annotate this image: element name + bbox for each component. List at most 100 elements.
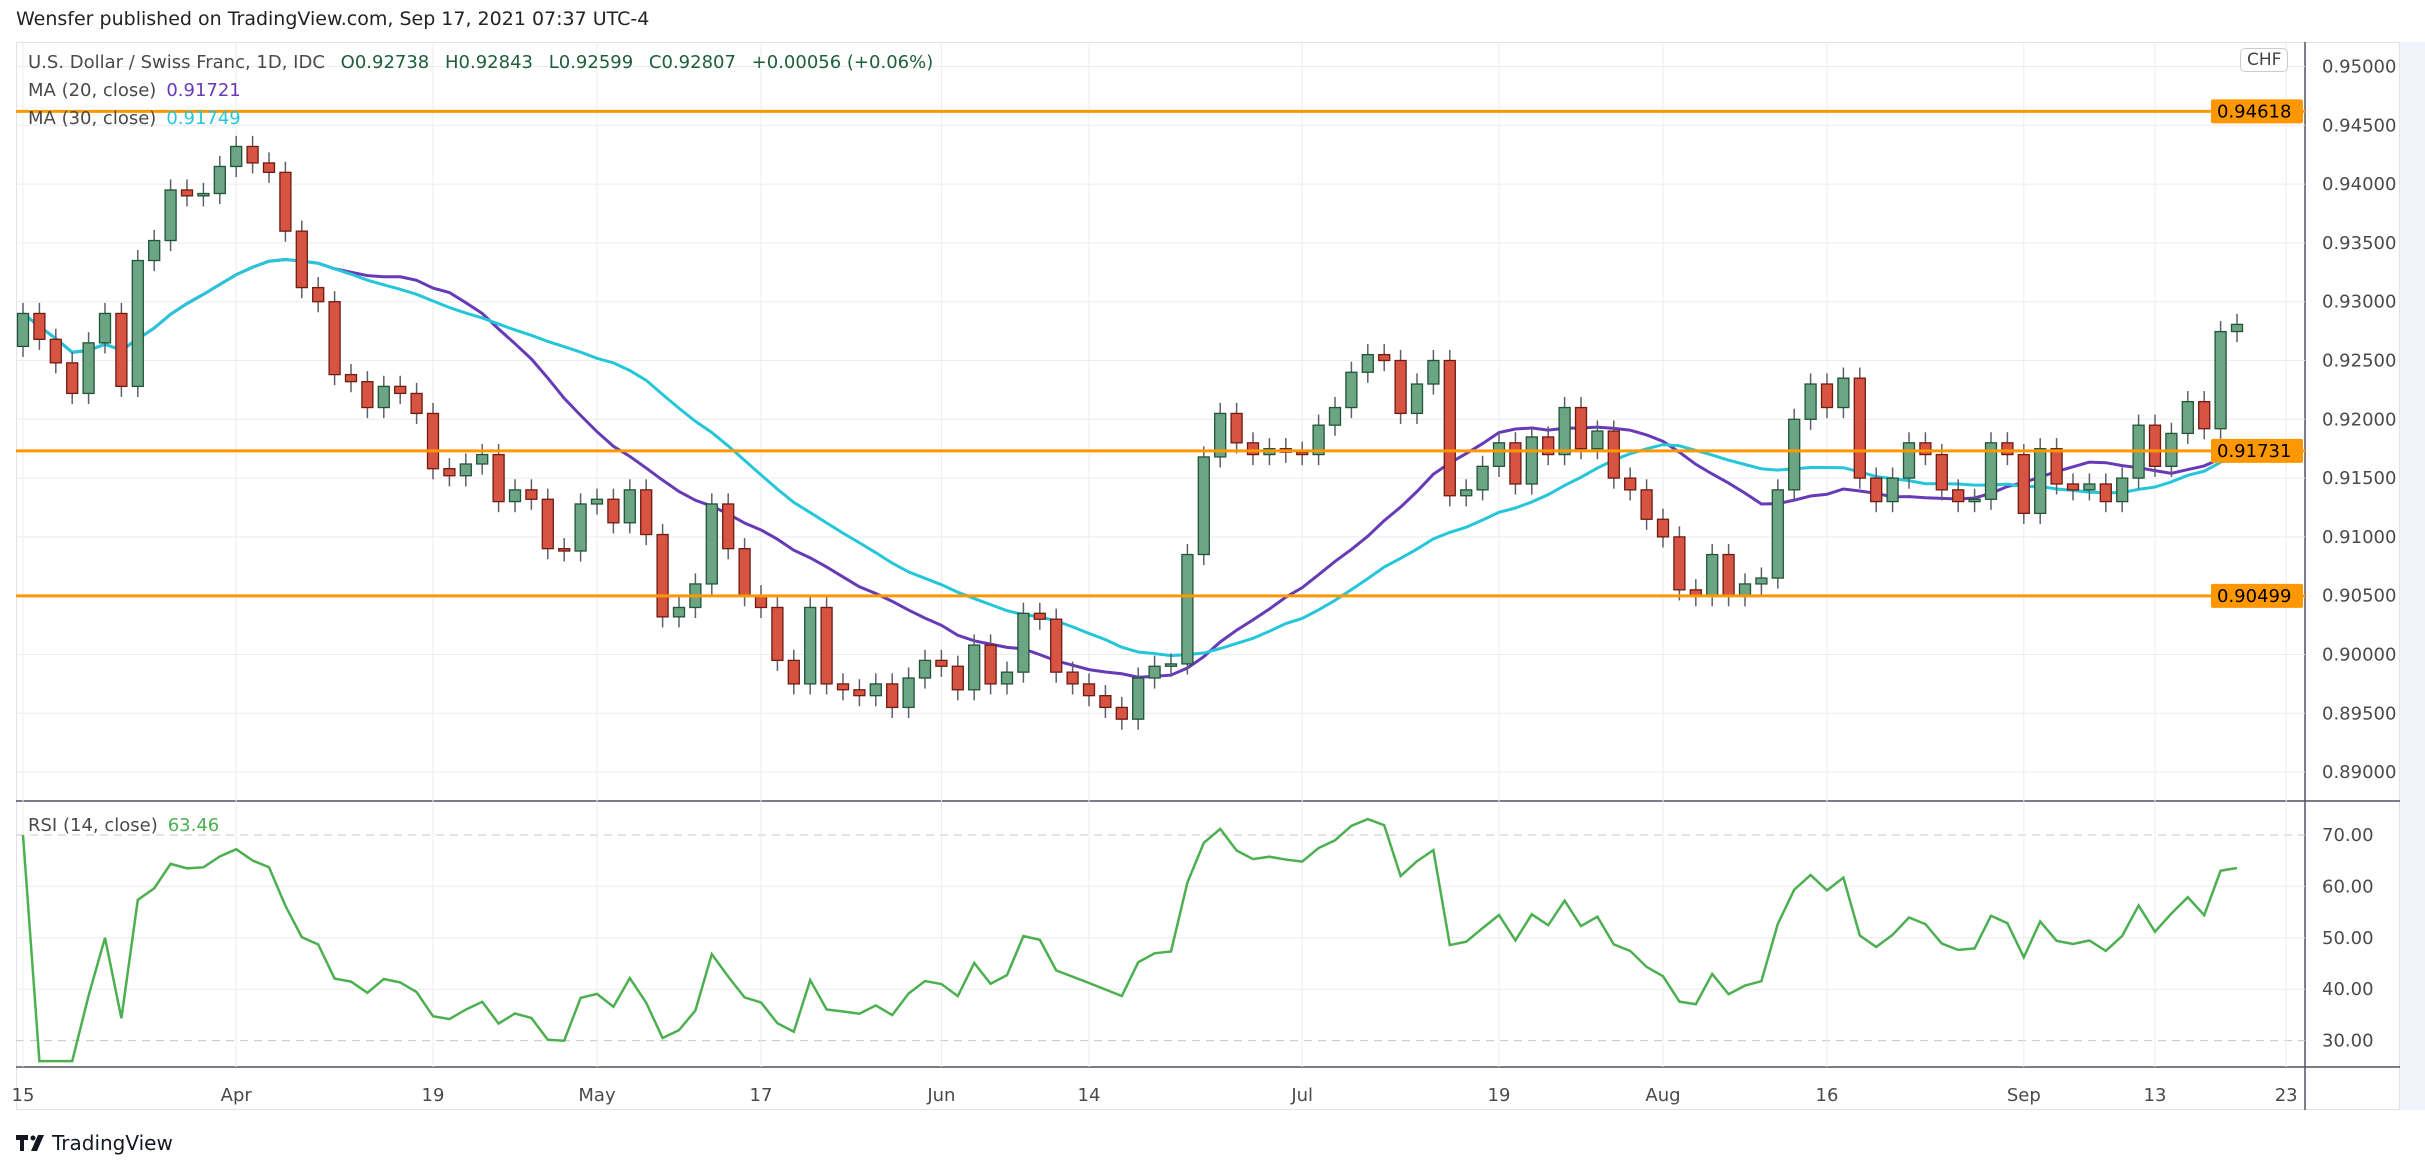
candle <box>1099 685 1112 719</box>
candle <box>1968 488 1981 513</box>
rsi-line <box>21 817 2238 1063</box>
candle-body <box>951 665 964 691</box>
candle-body <box>2198 401 2211 430</box>
candle-body <box>426 412 440 470</box>
candle-body <box>869 683 882 697</box>
candle-body <box>607 498 620 524</box>
candle <box>541 488 554 560</box>
low-value: L0.92599 <box>548 52 634 73</box>
candle <box>1443 349 1456 507</box>
candle <box>459 453 472 487</box>
close-value: C0.92807 <box>648 52 736 73</box>
candle-body <box>722 503 735 550</box>
candle <box>1755 567 1768 595</box>
candle-body <box>361 381 374 409</box>
candle <box>1115 696 1128 730</box>
candle-body <box>1099 695 1112 709</box>
time-tick-label: 16 <box>1816 1085 1839 1106</box>
time-tick-label: 19 <box>1488 1085 1511 1106</box>
candle <box>771 596 784 671</box>
candle <box>820 596 833 695</box>
candle <box>164 179 177 252</box>
level-price-label: 0.90499 <box>2217 586 2291 607</box>
tradingview-logo[interactable]: TradingView <box>16 1131 173 1155</box>
candle <box>2198 391 2211 440</box>
candle <box>1082 673 1096 707</box>
candle <box>2017 443 2030 524</box>
candle <box>1771 479 1784 589</box>
candle-body <box>2017 453 2030 515</box>
candle <box>344 364 358 393</box>
candle-body <box>148 239 161 262</box>
candle <box>1492 432 1506 477</box>
candle-body <box>1509 442 1522 485</box>
candle <box>968 634 981 701</box>
currency-label[interactable]: CHF <box>2240 48 2289 72</box>
candle-body <box>2083 483 2096 491</box>
candle <box>951 655 964 701</box>
rsi-tick-label: 50.00 <box>2322 928 2374 949</box>
candle <box>49 328 62 374</box>
candle-body <box>1706 553 1719 597</box>
ma20-legend[interactable]: MA (20, close) 0.91721 <box>28 80 251 101</box>
candle-body <box>984 644 997 685</box>
time-tick-label: Sep <box>2007 1085 2041 1106</box>
candle-body <box>1230 412 1243 444</box>
candle-body <box>1460 489 1473 497</box>
candle-body <box>262 162 276 173</box>
candle-body <box>2001 442 2014 456</box>
candle-body <box>1017 612 1030 673</box>
candle-body <box>1624 477 1637 491</box>
candle <box>246 135 259 174</box>
candle-body <box>853 689 866 697</box>
ma30-legend[interactable]: MA (30, close) 0.91749 <box>28 108 251 129</box>
rsi-label: RSI (14, close) <box>28 815 158 836</box>
price-tick-label: 0.92000 <box>2322 409 2396 430</box>
candle-body <box>590 498 604 505</box>
candle-body <box>1050 618 1063 673</box>
candle <box>2148 414 2162 477</box>
candle-body <box>230 145 243 168</box>
ma30-label: MA (30, close) <box>28 108 157 129</box>
candle <box>361 371 374 419</box>
candle-body <box>1394 359 1407 415</box>
candle-body <box>1115 706 1128 720</box>
level-price-label: 0.94618 <box>2217 101 2291 122</box>
candle <box>1132 667 1145 730</box>
candle <box>230 135 243 178</box>
rsi-legend[interactable]: RSI (14, close) 63.46 <box>28 815 229 836</box>
candle <box>804 596 817 695</box>
candle-body <box>1968 498 1981 503</box>
candle-body <box>1935 453 1948 491</box>
candle-body <box>2034 448 2047 515</box>
candle <box>1788 408 1801 501</box>
price-tick-label: 0.94000 <box>2322 174 2396 195</box>
candle <box>377 375 390 419</box>
candle-body <box>1607 430 1620 479</box>
candle <box>426 402 440 480</box>
candle-body <box>1902 442 1916 479</box>
candle-body <box>525 489 538 500</box>
candle <box>2083 473 2096 501</box>
candle <box>98 302 112 354</box>
candle-body <box>508 489 522 503</box>
level-price-label: 0.91731 <box>2217 441 2291 462</box>
symbol-name[interactable]: U.S. Dollar / Swiss Franc, 1D, IDC <box>28 52 325 73</box>
candle-body <box>410 392 423 415</box>
candle <box>2230 313 2244 343</box>
price-tick-label: 0.93000 <box>2322 292 2396 313</box>
time-tick-label: May <box>578 1085 616 1106</box>
candle-body <box>1788 418 1801 491</box>
candle <box>1984 432 1998 510</box>
time-tick-label: 17 <box>750 1085 773 1106</box>
candle <box>1050 608 1063 683</box>
candle <box>1673 526 1686 601</box>
candle <box>180 179 194 207</box>
candle <box>312 277 325 313</box>
candle-body <box>1984 442 1998 500</box>
candle-body <box>935 659 948 667</box>
candle <box>410 382 423 425</box>
publisher-line: Wensfer published on TradingView.com, Se… <box>16 8 650 30</box>
ma30-value: 0.91749 <box>166 108 241 129</box>
